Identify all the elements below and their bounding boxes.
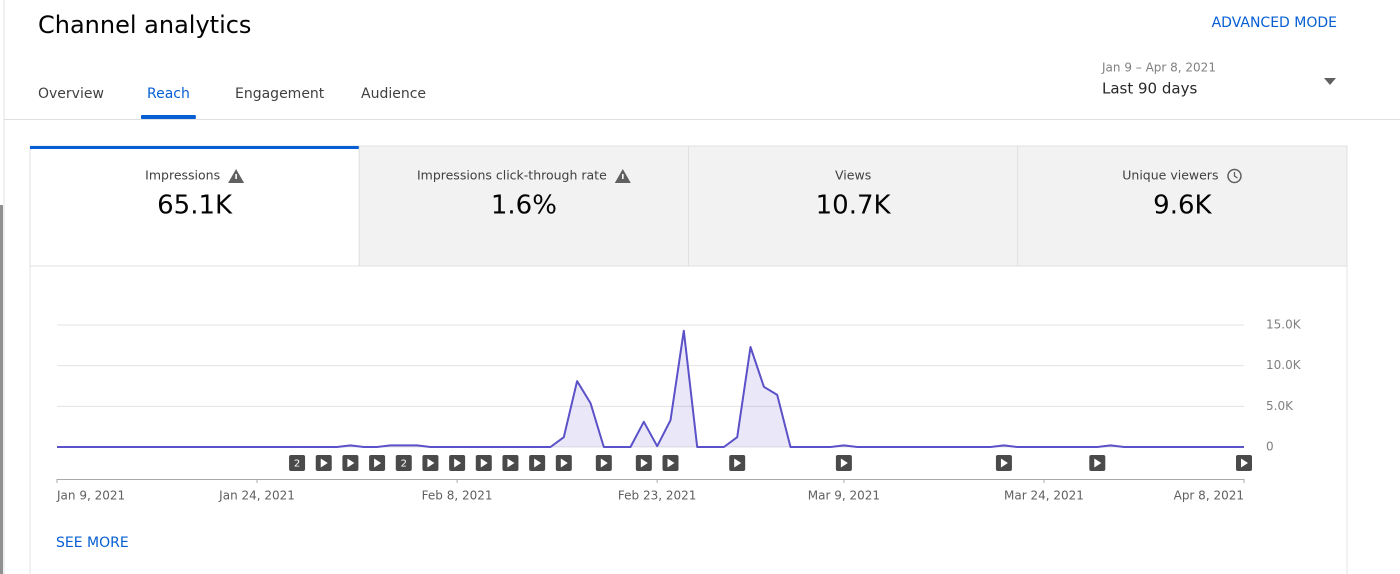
- metric-value: 65.1K: [157, 191, 233, 221]
- warning-mark: [621, 174, 624, 179]
- metric-label: Views: [835, 168, 871, 183]
- video-count: 2: [401, 459, 407, 470]
- play-icon: [1094, 458, 1102, 468]
- warning-mark: [235, 174, 237, 179]
- play-icon: [667, 458, 675, 468]
- tab[interactable]: Audience: [361, 86, 426, 102]
- date-preset[interactable]: Last 90 days: [1102, 80, 1197, 98]
- metric-value: 1.6%: [491, 191, 557, 221]
- metric-label: Unique viewers: [1122, 168, 1218, 183]
- y-tick-label: 0: [1266, 440, 1274, 454]
- video-count: 2: [294, 459, 300, 470]
- y-tick-label: 15.0K: [1266, 318, 1302, 332]
- metric-label: Impressions: [145, 168, 220, 183]
- x-tick-label: Apr 8, 2021: [1174, 489, 1244, 503]
- play-icon: [1241, 458, 1248, 468]
- play-icon: [1000, 458, 1008, 468]
- scroll-edge: [0, 205, 3, 574]
- play-icon: [480, 458, 488, 468]
- video-marker[interactable]: [289, 455, 306, 471]
- metric-value: 9.6K: [1153, 191, 1212, 221]
- play-icon: [427, 458, 435, 468]
- metric-active-bar: [30, 146, 360, 149]
- x-tick-label: Mar 9, 2021: [808, 489, 880, 503]
- tab[interactable]: Overview: [38, 86, 104, 102]
- date-range[interactable]: Jan 9 – Apr 8, 2021: [1101, 61, 1216, 75]
- dropdown-arrow[interactable]: [1324, 78, 1336, 85]
- metric-tile[interactable]: [358, 145, 689, 267]
- play-icon: [560, 458, 568, 468]
- x-tick-label: Mar 24, 2021: [1004, 489, 1084, 503]
- see-more[interactable]: SEE MORE: [56, 535, 129, 551]
- x-tick-label: Feb 23, 2021: [618, 489, 697, 503]
- metric-tile[interactable]: [1017, 145, 1348, 267]
- tab-indicator: [141, 115, 196, 119]
- x-tick-label: Jan 9, 2021: [56, 489, 125, 503]
- clock-icon: [1227, 168, 1242, 184]
- x-tick-label: Jan 24, 2021: [218, 489, 295, 503]
- play-icon: [734, 458, 742, 468]
- x-tick-label: Feb 8, 2021: [422, 489, 493, 503]
- play-icon: [600, 458, 608, 468]
- metric-value: 10.7K: [816, 191, 892, 221]
- tab[interactable]: Reach: [147, 86, 190, 102]
- play-icon: [534, 458, 542, 468]
- play-icon: [347, 458, 355, 468]
- play-icon: [640, 458, 648, 468]
- clock-hands: [1233, 172, 1238, 179]
- play-icon: [374, 458, 382, 468]
- advanced-mode[interactable]: ADVANCED MODE: [1212, 15, 1337, 31]
- video-marker[interactable]: [395, 455, 412, 471]
- play-icon: [840, 458, 848, 468]
- play-icon: [454, 458, 462, 468]
- y-tick-label: 10.0K: [1266, 358, 1302, 372]
- line: [57, 329, 1244, 448]
- play-icon: [507, 458, 515, 468]
- tab[interactable]: Engagement: [235, 86, 325, 102]
- page-title: Channel analytics: [38, 11, 251, 39]
- metric-tile[interactable]: [688, 145, 1019, 267]
- play-icon: [320, 458, 328, 468]
- y-tick-label: 5.0K: [1266, 399, 1294, 413]
- metric-label: Impressions click-through rate: [417, 168, 607, 183]
